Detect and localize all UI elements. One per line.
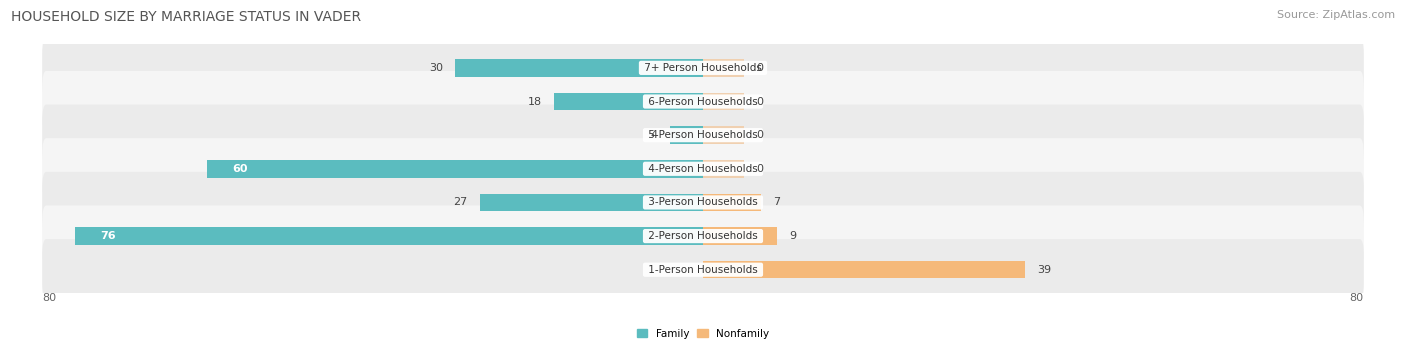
Text: 7+ Person Households: 7+ Person Households (641, 63, 765, 73)
Text: 39: 39 (1038, 265, 1052, 275)
Bar (703, 127, 744, 144)
Legend: Family, Nonfamily: Family, Nonfamily (633, 325, 773, 341)
Text: 0: 0 (756, 130, 763, 140)
Text: 30: 30 (429, 63, 443, 73)
FancyBboxPatch shape (42, 172, 1364, 233)
Bar (554, 93, 703, 110)
Bar (703, 160, 744, 178)
Text: HOUSEHOLD SIZE BY MARRIAGE STATUS IN VADER: HOUSEHOLD SIZE BY MARRIAGE STATUS IN VAD… (11, 10, 361, 24)
Text: 9: 9 (790, 231, 797, 241)
Text: 6-Person Households: 6-Person Households (645, 97, 761, 106)
Text: 0: 0 (756, 164, 763, 174)
Text: Source: ZipAtlas.com: Source: ZipAtlas.com (1277, 10, 1395, 20)
Text: 4-Person Households: 4-Person Households (645, 164, 761, 174)
Text: 5-Person Households: 5-Person Households (645, 130, 761, 140)
Text: 3-Person Households: 3-Person Households (645, 197, 761, 207)
Bar (703, 194, 761, 211)
Text: 0: 0 (756, 97, 763, 106)
Text: 7: 7 (773, 197, 780, 207)
Text: 1-Person Households: 1-Person Households (645, 265, 761, 275)
Bar (75, 227, 703, 245)
FancyBboxPatch shape (42, 37, 1364, 99)
FancyBboxPatch shape (42, 71, 1364, 132)
Text: 18: 18 (527, 97, 541, 106)
Text: 76: 76 (100, 231, 115, 241)
Bar (207, 160, 703, 178)
Bar (703, 93, 744, 110)
FancyBboxPatch shape (42, 239, 1364, 300)
Text: 27: 27 (453, 197, 468, 207)
Bar (669, 127, 703, 144)
Bar (703, 261, 1025, 279)
Text: 80: 80 (42, 293, 56, 302)
FancyBboxPatch shape (42, 105, 1364, 166)
Text: 4: 4 (651, 130, 658, 140)
Text: 2-Person Households: 2-Person Households (645, 231, 761, 241)
Text: 80: 80 (1350, 293, 1364, 302)
FancyBboxPatch shape (42, 138, 1364, 199)
Text: 60: 60 (232, 164, 247, 174)
Bar (703, 227, 778, 245)
Bar (479, 194, 703, 211)
FancyBboxPatch shape (42, 206, 1364, 267)
Bar (456, 59, 703, 77)
Bar (703, 59, 744, 77)
Text: 0: 0 (756, 63, 763, 73)
